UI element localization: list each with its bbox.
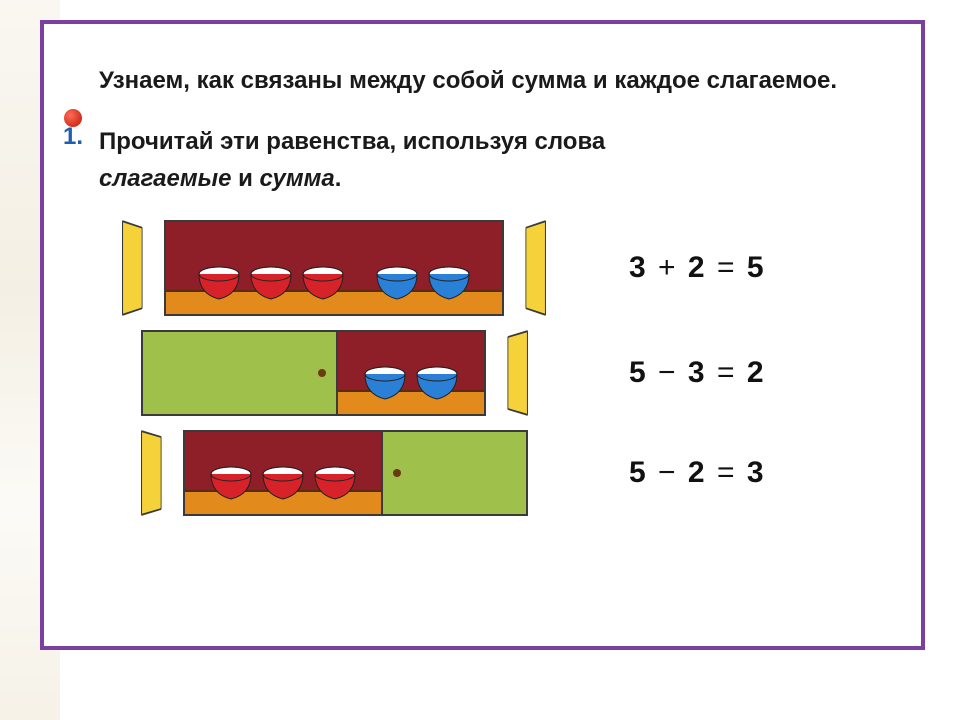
- cabinet-interior: [183, 430, 383, 516]
- door-knob-icon: [318, 369, 326, 377]
- eq-b: 2: [688, 456, 707, 489]
- cup-gap: [353, 266, 367, 300]
- eq-a: 5: [629, 356, 648, 389]
- cabinet-interior: [164, 220, 504, 316]
- cup-icon: [415, 366, 459, 400]
- eq-a: 3: [629, 251, 648, 284]
- content-frame: Узнаем, как связаны между собой сумма и …: [40, 20, 925, 650]
- task-em-2: сумма: [260, 165, 335, 192]
- door-left-icon: [122, 220, 143, 316]
- task-em-1: слагаемые: [99, 165, 231, 192]
- row-2: 5 − 3 = 2: [99, 330, 881, 416]
- row-3: 5 − 2 = 3: [99, 430, 881, 516]
- eq-op: −: [658, 456, 678, 489]
- eq-equals: =: [717, 356, 737, 389]
- row-1: 3 + 2 = 5: [99, 220, 881, 316]
- cup-icon: [313, 466, 357, 500]
- equation-3: 5 − 2 = 3: [629, 456, 766, 490]
- door-right-icon: [525, 220, 546, 316]
- cup-icon: [249, 266, 293, 300]
- cups-group: [338, 366, 484, 414]
- eq-b: 2: [688, 251, 707, 284]
- door-knob-icon: [393, 469, 401, 477]
- equation-2: 5 − 3 = 2: [629, 356, 766, 390]
- cups-group: [166, 266, 502, 314]
- cup-icon: [363, 366, 407, 400]
- closed-door-right: [383, 430, 528, 516]
- eq-c: 5: [747, 251, 766, 284]
- door-left-icon: [141, 430, 162, 516]
- cup-icon: [197, 266, 241, 300]
- cabinet-2: [99, 330, 569, 416]
- task-line1: Прочитай эти равенства, используя слова: [99, 128, 605, 155]
- eq-op: −: [658, 356, 678, 389]
- eq-equals: =: [717, 456, 737, 489]
- cup-icon: [427, 266, 471, 300]
- cup-icon: [209, 466, 253, 500]
- cabinet-1: [99, 220, 569, 316]
- eq-b: 3: [688, 356, 707, 389]
- eq-c: 2: [747, 356, 766, 389]
- intro-paragraph: Узнаем, как связаны между собой сумма и …: [99, 62, 881, 99]
- cabinet-3: [99, 430, 569, 516]
- task-period: .: [335, 165, 342, 192]
- task-number: 1.: [63, 123, 83, 151]
- task-1: 1. Прочитай эти равенства, используя сло…: [99, 123, 881, 197]
- eq-equals: =: [717, 251, 737, 284]
- task-and: и: [231, 165, 259, 192]
- equation-1: 3 + 2 = 5: [629, 251, 766, 285]
- cups-group: [185, 466, 381, 514]
- cup-icon: [261, 466, 305, 500]
- door-right-icon: [507, 330, 528, 416]
- task-text: Прочитай эти равенства, используя слова …: [99, 123, 881, 197]
- cabinet-interior: [336, 330, 486, 416]
- eq-a: 5: [629, 456, 648, 489]
- closed-door-left: [141, 330, 336, 416]
- cup-icon: [375, 266, 419, 300]
- cup-icon: [301, 266, 345, 300]
- illustration-rows: 3 + 2 = 5: [99, 220, 881, 516]
- eq-op: +: [658, 251, 678, 284]
- eq-c: 3: [747, 456, 766, 489]
